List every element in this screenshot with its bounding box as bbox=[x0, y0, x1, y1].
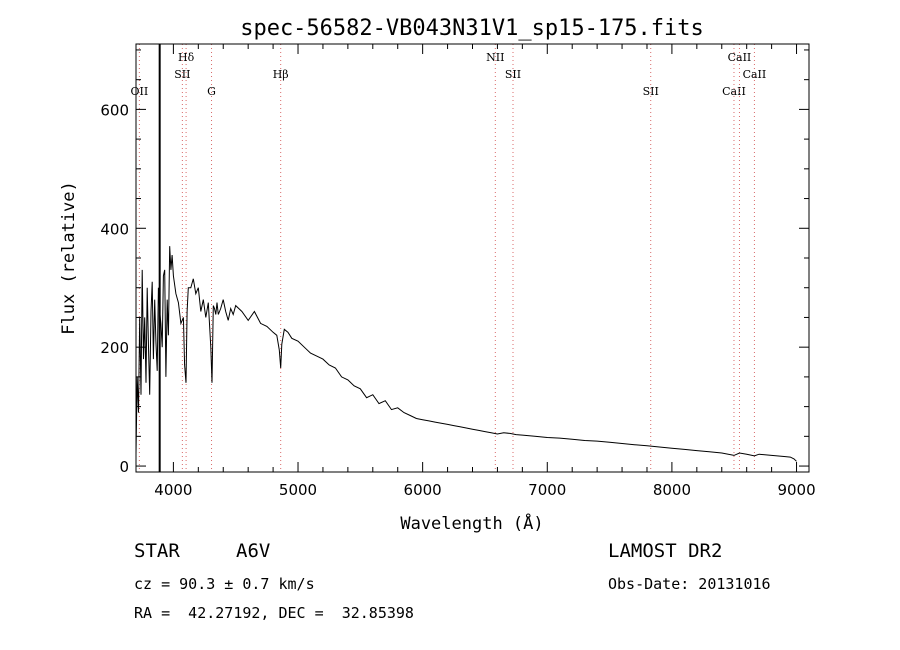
coordinates: RA = 42.27192, DEC = 32.85398 bbox=[134, 604, 414, 622]
y-tick-label: 400 bbox=[100, 220, 129, 238]
line-label-3: G bbox=[207, 85, 216, 98]
line-label-6: SII bbox=[505, 68, 521, 81]
y-axis-label: Flux (relative) bbox=[59, 181, 79, 335]
line-label-9: CaII bbox=[728, 51, 752, 64]
x-tick-label: 4000 bbox=[154, 481, 192, 499]
line-label-8: CaII bbox=[722, 85, 746, 98]
line-label-0: OII bbox=[131, 85, 149, 98]
x-tick-label: 9000 bbox=[777, 481, 815, 499]
redshift-value: cz = 90.3 ± 0.7 km/s bbox=[134, 575, 315, 593]
line-label-2: SII bbox=[174, 68, 190, 81]
line-label-10: CaII bbox=[743, 68, 767, 81]
line-label-1: Hδ bbox=[178, 51, 195, 64]
object-class: STAR bbox=[134, 540, 180, 562]
x-tick-label: 8000 bbox=[653, 481, 691, 499]
y-tick-label: 200 bbox=[100, 339, 129, 357]
x-tick-label: 5000 bbox=[279, 481, 317, 499]
observation-date: Obs-Date: 20131016 bbox=[608, 575, 771, 593]
y-tick-label: 0 bbox=[119, 458, 129, 476]
line-label-5: NII bbox=[486, 51, 504, 64]
survey-name: LAMOST DR2 bbox=[608, 540, 723, 562]
x-tick-label: 7000 bbox=[528, 481, 566, 499]
y-tick-label: 600 bbox=[100, 101, 129, 119]
plot-frame bbox=[135, 43, 810, 473]
x-tick-label: 6000 bbox=[404, 481, 442, 499]
spectrum-line-0 bbox=[135, 246, 797, 462]
spectrum-data bbox=[135, 44, 797, 472]
line-label-4: Hβ bbox=[273, 68, 289, 81]
axes: 4000 5000 6000 7000 8000 9000 0 200 400 600 bbox=[100, 44, 816, 499]
object-subclass: A6V bbox=[236, 540, 271, 562]
chart-title: spec-56582-VB043N31V1_sp15-175.fits bbox=[240, 16, 704, 41]
x-axis-label: Wavelength (Å) bbox=[400, 512, 543, 534]
line-label-7: SII bbox=[643, 85, 659, 98]
